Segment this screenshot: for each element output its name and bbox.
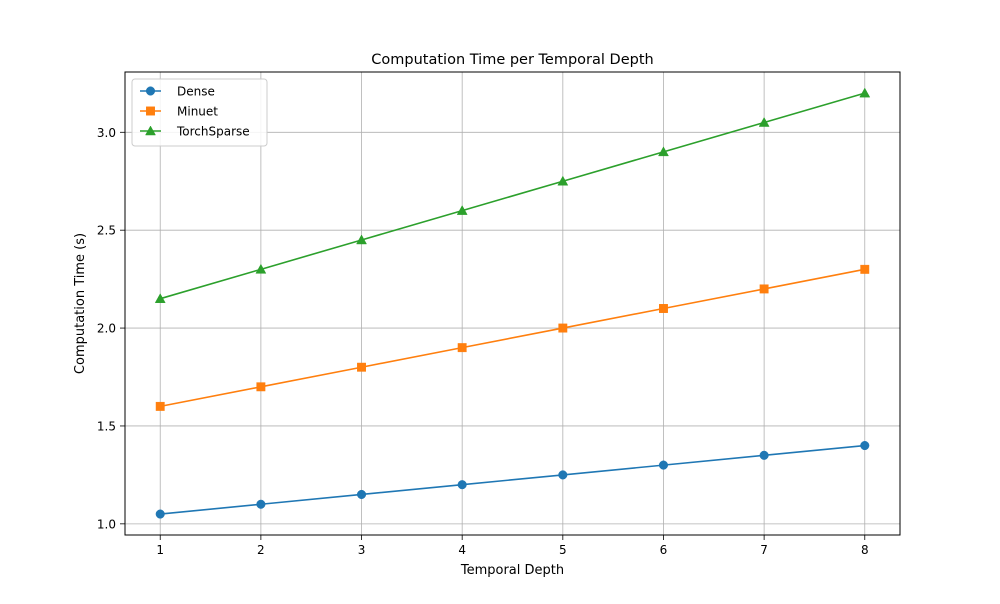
legend-marker-torchsparse	[145, 125, 156, 136]
y-axis-label: Computation Time (s)	[73, 233, 88, 374]
legend-box	[131, 78, 268, 147]
dense-point	[457, 480, 467, 490]
torchsparse-point	[154, 293, 166, 303]
legend-label-dense: Dense	[177, 85, 215, 99]
series-dense	[155, 440, 870, 519]
minuet-point	[659, 304, 668, 313]
minuet-point	[256, 382, 266, 392]
dense-line	[160, 444, 865, 515]
torchsparse-point	[658, 146, 669, 157]
minuet-point	[155, 401, 165, 411]
x-tick-label: 4	[458, 543, 466, 557]
x-tick-label: 1	[156, 543, 164, 557]
dense-point	[860, 440, 870, 451]
torchsparse-point	[859, 87, 871, 98]
chart-title: Computation Time per Temporal Depth	[371, 52, 653, 68]
dense-point	[759, 450, 769, 460]
y-tick-label: 3.0	[97, 126, 116, 140]
x-tick-label: 8	[861, 543, 869, 557]
x-axis-label: Temporal Depth	[460, 563, 564, 578]
torchsparse-point	[557, 175, 569, 186]
series-minuet	[155, 264, 870, 411]
y-tick-label: 2.0	[97, 322, 116, 336]
x-tick-label: 7	[760, 543, 768, 557]
y-tick-label: 1.0	[97, 517, 116, 531]
legend-item-dense: Dense	[140, 85, 215, 99]
legend-label-torchsparse: TorchSparse	[176, 125, 250, 139]
dense-point	[155, 509, 165, 519]
legend-marker-minuet	[146, 106, 155, 116]
dense-point	[256, 499, 266, 509]
y-tick-label: 2.5	[97, 224, 116, 238]
dense-point	[558, 470, 568, 480]
grid	[125, 72, 900, 535]
torchsparse-line	[160, 92, 865, 300]
minuet-point	[860, 264, 870, 274]
x-tick-label: 3	[358, 543, 366, 557]
torchsparse-point	[456, 205, 468, 215]
legend-item-torchsparse: TorchSparse	[140, 125, 250, 139]
series-torchsparse	[154, 87, 871, 303]
x-tick-label: 6	[660, 543, 668, 557]
legend-label-minuet: Minuet	[177, 105, 218, 119]
legend-marker-dense	[145, 86, 156, 96]
y-tick-label: 1.5	[97, 419, 116, 433]
legend: Dense Minuet TorchSparse	[131, 78, 268, 147]
minuet-line	[160, 268, 865, 408]
torchsparse-point	[758, 116, 770, 127]
torchsparse-point	[255, 263, 267, 274]
minuet-point	[759, 284, 769, 294]
minuet-point	[457, 343, 467, 353]
ticks: 1 2 3 4 5 6 7 8 1.0 1.5 2.0 2.5 3.0	[97, 126, 869, 557]
legend-items: Dense Minuet TorchSparse	[140, 85, 250, 139]
plot-frame	[124, 71, 901, 536]
x-tick-label: 5	[559, 543, 567, 557]
series-layer	[154, 87, 871, 519]
minuet-point	[558, 323, 568, 333]
dense-point	[658, 460, 669, 470]
dense-point	[356, 489, 367, 500]
x-tick-label: 2	[257, 543, 265, 557]
torchsparse-point	[356, 234, 367, 245]
legend-item-minuet: Minuet	[140, 105, 218, 119]
minuet-point	[357, 362, 366, 372]
